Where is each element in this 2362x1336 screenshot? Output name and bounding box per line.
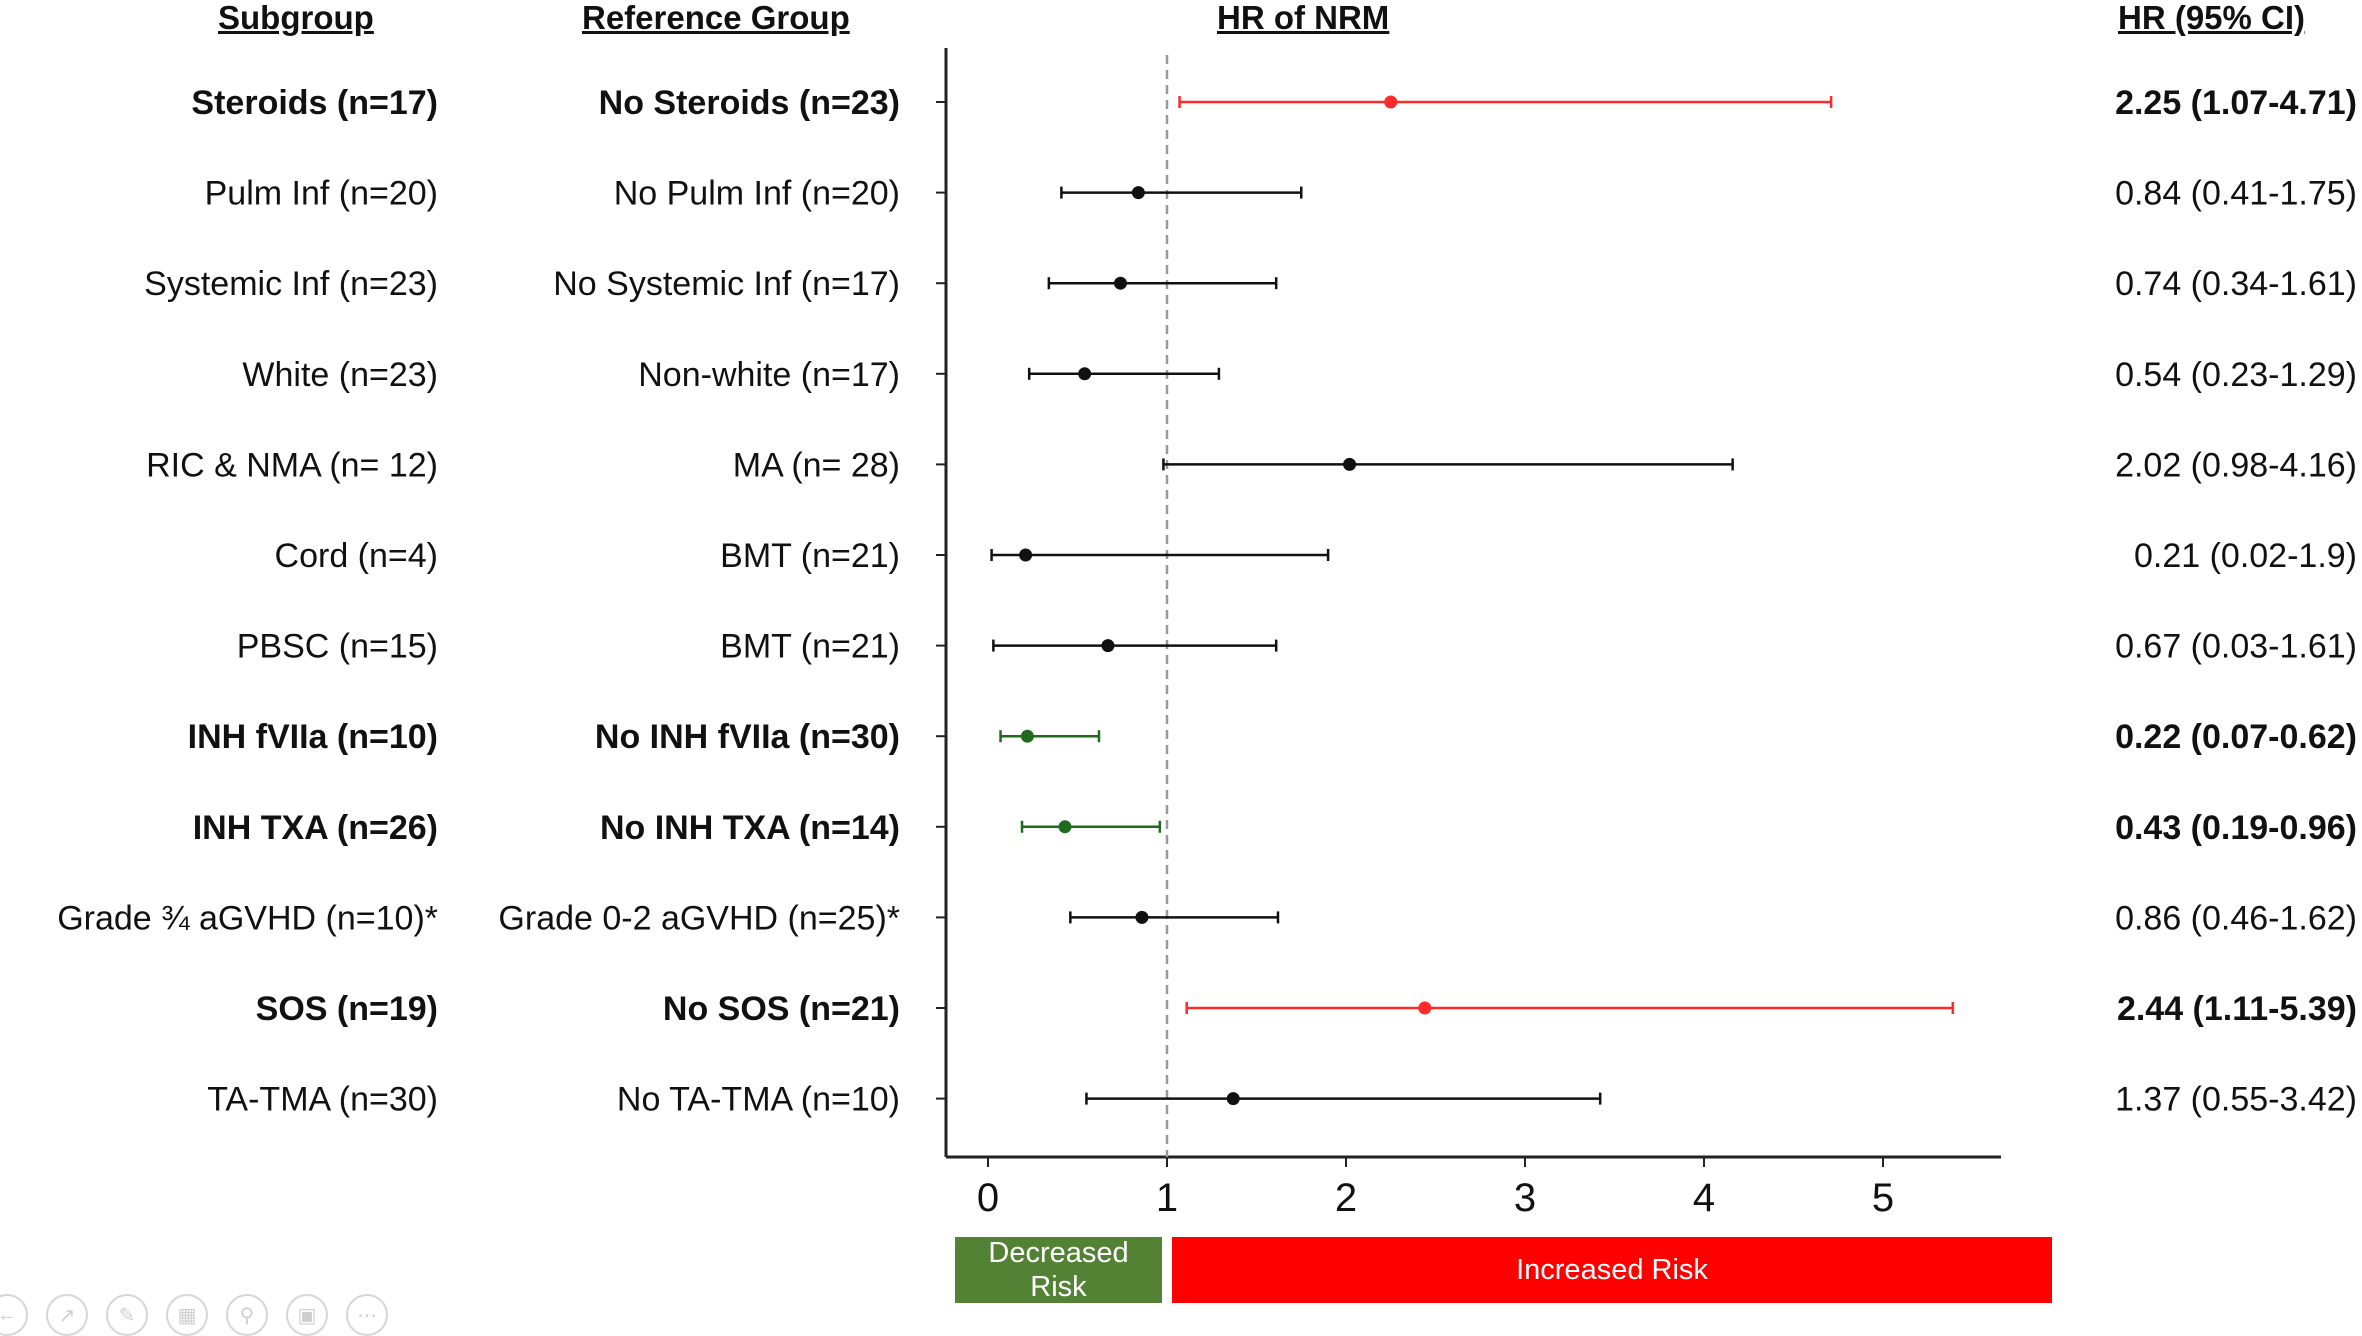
header-hr-95-ci: HR (95% CI): [2118, 0, 2306, 36]
increased-risk-band: Increased Risk: [1172, 1237, 2052, 1303]
reference-label: MA (n= 28): [733, 446, 900, 484]
reference-label: No Pulm Inf (n=20): [614, 175, 900, 213]
x-tick-label: 3: [1514, 1176, 1536, 1220]
reference-label: Grade 0-2 aGVHD (n=25)*: [498, 899, 900, 937]
x-tick-label: 4: [1693, 1176, 1715, 1220]
hr-ci-label: 0.86 (0.46-1.62): [2115, 899, 2357, 937]
hr-point: [1135, 910, 1149, 924]
subgroup-label: Pulm Inf (n=20): [205, 175, 438, 213]
subgroup-label: TA-TMA (n=30): [207, 1081, 438, 1119]
forest-row: Steroids (n=17) No Steroids (n=23) 2.25 (1…: [191, 84, 2357, 122]
reference-label: No TA-TMA (n=10): [617, 1081, 900, 1119]
pointer-icon[interactable]: ↗: [46, 1294, 88, 1336]
hr-point: [1078, 367, 1092, 381]
forest-row: INH fVIIa (n=10) No INH fVIIa (n=30) 0.22 …: [188, 718, 2357, 756]
forest-row: Cord (n=4) BMT (n=21) 0.21 (0.02-1.9): [275, 537, 2357, 575]
hr-point: [1343, 457, 1357, 471]
forest-row: Grade ¾ aGVHD (n=10)* Grade 0-2 aGVHD (n=…: [57, 899, 2357, 937]
decreased-risk-label-line2: Risk: [1030, 1271, 1087, 1303]
reference-label: Non-white (n=17): [638, 356, 900, 394]
x-axis-ticks: 0 1 2 3 4 5: [977, 1157, 1894, 1220]
reference-label: No Systemic Inf (n=17): [553, 265, 900, 303]
forest-row: RIC & NMA (n= 12) MA (n= 28) 2.02 (0.98-4.…: [146, 446, 2357, 484]
hr-point: [1019, 548, 1033, 562]
more-icon[interactable]: ⋯: [346, 1294, 388, 1336]
subgroup-label: INH fVIIa (n=10): [188, 718, 438, 756]
reference-label: BMT (n=21): [720, 537, 900, 575]
hr-ci-label: 0.43 (0.19-0.96): [2115, 809, 2357, 847]
subgroup-label: Steroids (n=17): [191, 84, 438, 122]
subgroup-label: Cord (n=4): [275, 537, 438, 575]
plot-axes: [944, 48, 2001, 1159]
subtitle-icon[interactable]: ▣: [286, 1294, 328, 1336]
subgroup-label: Systemic Inf (n=23): [144, 265, 438, 303]
hr-point: [1020, 729, 1034, 743]
hr-ci-label: 0.74 (0.34-1.61): [2115, 265, 2357, 303]
forest-row: Systemic Inf (n=23) No Systemic Inf (n=17…: [144, 265, 2357, 303]
increased-risk-label: Increased Risk: [1516, 1254, 1708, 1286]
forest-row: PBSC (n=15) BMT (n=21) 0.67 (0.03-1.61): [237, 628, 2357, 666]
header-subgroup: Subgroup: [218, 0, 374, 36]
subgroup-label: SOS (n=19): [256, 990, 438, 1028]
subgroup-label: RIC & NMA (n= 12): [146, 446, 438, 484]
header-reference-group: Reference Group: [582, 0, 850, 36]
back-icon[interactable]: ←: [0, 1294, 28, 1336]
pen-icon[interactable]: ✎: [106, 1294, 148, 1336]
hr-point: [1131, 186, 1145, 200]
subgroup-label: PBSC (n=15): [237, 628, 438, 666]
subgroup-label: Grade ¾ aGVHD (n=10)*: [57, 899, 438, 937]
x-tick-label: 0: [977, 1176, 999, 1220]
slideshow-toolbar: ← ↗ ✎ ▦ ⚲ ▣ ⋯: [0, 1294, 388, 1336]
hr-point: [1418, 1001, 1432, 1015]
forest-row: SOS (n=19) No SOS (n=21) 2.44 (1.11-5.39): [256, 990, 2357, 1028]
forest-row: White (n=23) Non-white (n=17) 0.54 (0.23-1…: [242, 356, 2357, 394]
hr-ci-label: 1.37 (0.55-3.42): [2115, 1081, 2357, 1119]
hr-point: [1113, 276, 1127, 290]
reference-label: No INH TXA (n=14): [600, 809, 900, 847]
x-tick-label: 5: [1872, 1176, 1894, 1220]
hr-ci-label: 0.22 (0.07-0.62): [2115, 718, 2357, 756]
decreased-risk-label-line1: Decreased: [988, 1237, 1129, 1269]
reference-label: No Steroids (n=23): [599, 84, 900, 122]
hr-ci-label: 0.84 (0.41-1.75): [2115, 175, 2357, 213]
reference-label: No SOS (n=21): [663, 990, 900, 1028]
grid-icon[interactable]: ▦: [166, 1294, 208, 1336]
hr-point: [1384, 95, 1398, 109]
x-tick-label: 2: [1335, 1176, 1357, 1220]
hr-ci-label: 2.25 (1.07-4.71): [2115, 84, 2357, 122]
forest-row: TA-TMA (n=30) No TA-TMA (n=10) 1.37 (0.55-…: [207, 1081, 2357, 1119]
hr-ci-label: 0.67 (0.03-1.61): [2115, 628, 2357, 666]
decreased-risk-band: Decreased Risk: [955, 1237, 1162, 1303]
x-tick-label: 1: [1156, 1176, 1178, 1220]
hr-ci-label: 2.02 (0.98-4.16): [2115, 446, 2357, 484]
reference-label: No INH fVIIa (n=30): [595, 718, 900, 756]
reference-label: BMT (n=21): [720, 628, 900, 666]
hr-point: [1058, 820, 1072, 834]
header-hr-of-nrm: HR of NRM: [1217, 0, 1390, 36]
hr-ci-label: 0.21 (0.02-1.9): [2134, 537, 2357, 575]
hr-point: [1226, 1092, 1240, 1106]
hr-ci-label: 2.44 (1.11-5.39): [2117, 990, 2357, 1028]
subgroup-label: INH TXA (n=26): [193, 809, 438, 847]
zoom-icon[interactable]: ⚲: [226, 1294, 268, 1336]
forest-row: Pulm Inf (n=20) No Pulm Inf (n=20) 0.84 (0…: [205, 175, 2357, 213]
hr-ci-label: 0.54 (0.23-1.29): [2115, 356, 2357, 394]
hr-point: [1101, 639, 1115, 653]
subgroup-label: White (n=23): [242, 356, 438, 394]
forest-row: INH TXA (n=26) No INH TXA (n=14) 0.43 (0.1…: [193, 809, 2357, 847]
plot-rows: Steroids (n=17) No Steroids (n=23) 2.25 (1…: [57, 84, 2357, 1119]
